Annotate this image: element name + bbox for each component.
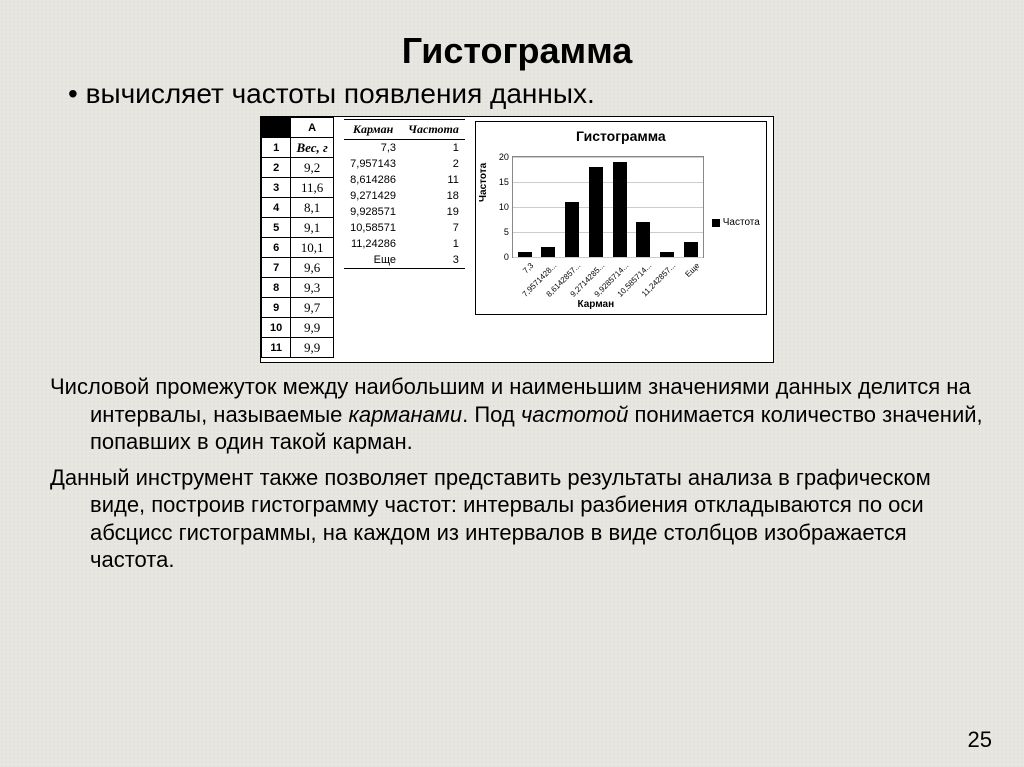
p1-italic-2: частотой <box>521 402 629 427</box>
chart-bar <box>660 252 674 257</box>
freq-cell: 19 <box>402 204 465 220</box>
chart-xlabel: Карман <box>476 299 716 310</box>
legend-swatch <box>712 219 720 227</box>
chart-gridline <box>513 232 703 233</box>
frequency-table: КарманЧастота7,317,95714328,614286119,27… <box>344 119 465 269</box>
freq-cell: 18 <box>402 188 465 204</box>
row-header: 7 <box>262 258 291 278</box>
chart-ylabel: Частота <box>478 163 489 202</box>
row-header: 1 <box>262 138 291 158</box>
page-title: Гистограмма <box>50 30 984 72</box>
chart-bar <box>684 242 698 257</box>
freq-cell: 11,24286 <box>344 236 402 252</box>
freq-cell: 7 <box>402 220 465 236</box>
freq-cell: 7,957143 <box>344 156 402 172</box>
cell: 9,6 <box>291 258 334 278</box>
row-header: 2 <box>262 158 291 178</box>
row-header: 4 <box>262 198 291 218</box>
row-header: 5 <box>262 218 291 238</box>
chart-ytick: 20 <box>491 152 509 162</box>
cell: Вес, г <box>291 138 334 158</box>
chart-bar <box>636 222 650 257</box>
row-header: 9 <box>262 298 291 318</box>
bullet-line: вычисляет частоты появления данных. <box>68 78 984 110</box>
freq-cell: 9,271429 <box>344 188 402 204</box>
cell: 9,7 <box>291 298 334 318</box>
freq-cell: 1 <box>402 140 465 157</box>
chart-ytick: 5 <box>491 227 509 237</box>
freq-cell: 7,3 <box>344 140 402 157</box>
chart-plot-area: 051015207,37,9571428...8,6142857...9,271… <box>512 156 704 258</box>
chart-legend: Частота <box>712 217 760 228</box>
col-header: A <box>291 118 334 138</box>
data-grid: A 1Вес, г29,2311,648,159,1610,179,689,39… <box>261 117 334 358</box>
row-header: 3 <box>262 178 291 198</box>
chart-ytick: 0 <box>491 252 509 262</box>
chart-bar <box>589 167 603 257</box>
freq-cell: 1 <box>402 236 465 252</box>
row-header: 10 <box>262 318 291 338</box>
row-header: 6 <box>262 238 291 258</box>
freq-cell: 10,58571 <box>344 220 402 236</box>
chart-bar <box>518 252 532 257</box>
p1-italic-1: карманами <box>349 402 463 427</box>
freq-cell: 3 <box>402 252 465 269</box>
freq-cell: 9,928571 <box>344 204 402 220</box>
chart-bar <box>541 247 555 257</box>
chart-gridline <box>513 182 703 183</box>
chart-gridline <box>513 157 703 158</box>
cell: 9,1 <box>291 218 334 238</box>
grid-corner <box>262 118 291 138</box>
cell: 8,1 <box>291 198 334 218</box>
row-header: 11 <box>262 338 291 358</box>
freq-cell: 8,614286 <box>344 172 402 188</box>
cell: 9,3 <box>291 278 334 298</box>
chart-gridline <box>513 257 703 258</box>
cell: 9,2 <box>291 158 334 178</box>
legend-label: Частота <box>723 217 760 228</box>
histogram-chart: Гистограмма Частота 051015207,37,9571428… <box>475 121 767 315</box>
chart-ytick: 15 <box>491 177 509 187</box>
cell: 10,1 <box>291 238 334 258</box>
freq-header: Карман <box>344 120 402 140</box>
p1-text-b: . Под <box>462 402 521 427</box>
freq-cell: Еще <box>344 252 402 269</box>
freq-cell: 11 <box>402 172 465 188</box>
chart-ytick: 10 <box>491 202 509 212</box>
cell: 11,6 <box>291 178 334 198</box>
chart-bar <box>565 202 579 257</box>
cell: 9,9 <box>291 338 334 358</box>
spreadsheet-embed: A 1Вес, г29,2311,648,159,1610,179,689,39… <box>50 116 984 363</box>
chart-title: Гистограмма <box>476 122 766 146</box>
page-number: 25 <box>968 727 992 753</box>
chart-bar <box>613 162 627 257</box>
chart-gridline <box>513 207 703 208</box>
freq-header: Частота <box>402 120 465 140</box>
paragraph-1: Числовой промежуток между наибольшим и н… <box>50 373 984 456</box>
cell: 9,9 <box>291 318 334 338</box>
row-header: 8 <box>262 278 291 298</box>
paragraph-2: Данный инструмент также позволяет предст… <box>50 464 984 574</box>
freq-cell: 2 <box>402 156 465 172</box>
